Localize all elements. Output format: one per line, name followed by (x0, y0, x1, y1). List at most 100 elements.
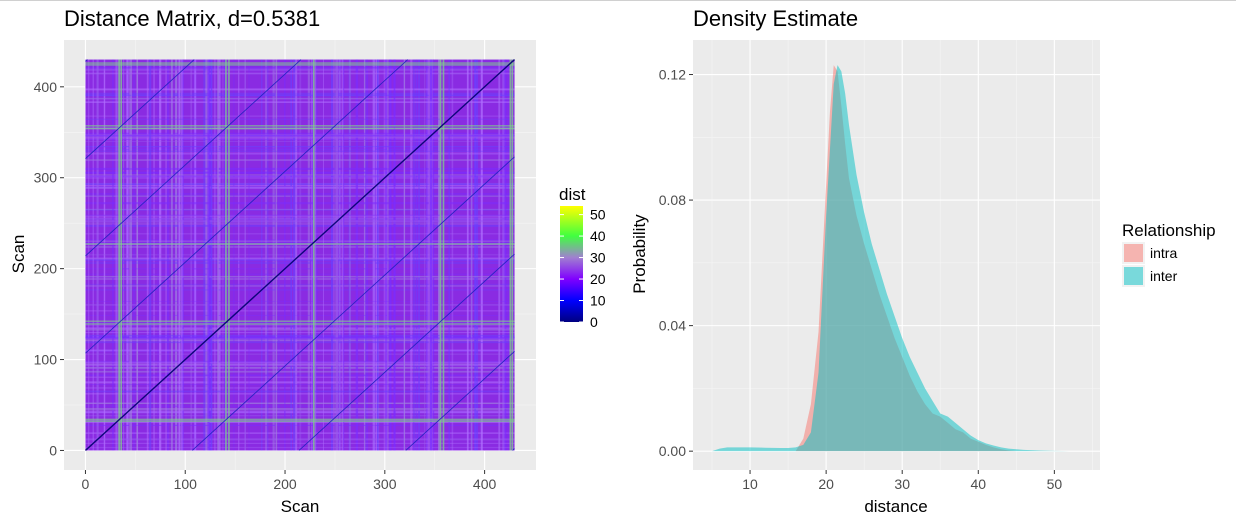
heatmap-row-stripe (85, 152, 515, 155)
heatmap-row-stripe (85, 140, 515, 142)
heatmap-row-stripe (85, 328, 515, 331)
heatmap-column-stripe (248, 59, 250, 451)
heatmap-diagonal (298, 253, 515, 451)
heatmap-column-stripe (432, 59, 435, 451)
heatmap-row-stripe (85, 183, 515, 185)
heatmap-column-stripe (238, 59, 240, 451)
heatmap-column-stripe (290, 59, 292, 451)
heatmap-high-row (85, 420, 515, 423)
heatmap-row-stripe (85, 98, 515, 100)
heatmap-row-stripe (85, 214, 515, 216)
heatmap-row-stripe (85, 88, 515, 91)
heatmap-row-stripe (85, 182, 515, 184)
heatmap-row-stripe (85, 364, 515, 366)
y-tick-label: 0 (49, 442, 57, 458)
heatmap-row-stripe (85, 384, 515, 386)
heatmap-row-stripe (85, 390, 515, 393)
heatmap-column-stripe (175, 59, 178, 451)
y-tick-label: 400 (34, 79, 58, 95)
heatmap-column-stripe (424, 59, 426, 451)
heatmap-column-stripe (474, 59, 476, 451)
heatmap-column-stripe (222, 59, 224, 451)
heatmap-row-stripe (85, 202, 515, 205)
heatmap-row-stripe (85, 223, 515, 225)
heatmap-column-stripe (342, 59, 345, 451)
heatmap-column-stripe (498, 59, 501, 451)
heatmap-column-stripe (438, 59, 440, 451)
heatmap-column-stripe (178, 59, 180, 451)
colorbar-ticks: 0 10 20 30 40 50 (560, 207, 606, 330)
heatmap-row-stripe (85, 66, 515, 69)
heatmap-column-stripe (112, 59, 114, 451)
heatmap-column-stripe (348, 59, 351, 451)
heatmap-row-stripe (85, 262, 515, 264)
legend-key-inter (1124, 267, 1143, 285)
heatmap-row-stripe (85, 208, 515, 211)
heatmap-row-stripe (85, 72, 515, 75)
heatmap-column-stripe (180, 59, 183, 451)
heatmap-tiles (84, 59, 516, 451)
y-tick-label: 0.12 (659, 67, 686, 83)
heatmap-row-stripe (85, 69, 515, 71)
heatmap-row-stripe (85, 408, 515, 411)
heatmap-column-stripe (498, 59, 500, 451)
heatmap-column-stripe (218, 59, 221, 451)
heatmap-row-stripe (85, 101, 515, 103)
heatmap-diagonal (191, 156, 515, 451)
heatmap-column-stripe (193, 59, 195, 451)
colorbar-title: dist (559, 185, 586, 204)
heatmap-column-stripe (342, 59, 344, 451)
heatmap-column-stripe (130, 59, 133, 451)
heatmap-row-stripe (85, 97, 515, 99)
heatmap-column-stripe (507, 59, 509, 451)
heatmap-column-stripe (295, 59, 297, 451)
heatmap-row-stripe (85, 241, 515, 243)
heatmap-row-stripe (85, 405, 515, 407)
heatmap-row-stripe (85, 361, 515, 363)
heatmap-row-stripe (85, 175, 515, 178)
heatmap-column-stripe (410, 59, 413, 451)
x-tick-label: 200 (273, 476, 297, 492)
colorbar-tick-label: 40 (590, 228, 606, 244)
x-tick-label: 30 (894, 476, 910, 492)
heatmap-column-stripe (383, 59, 386, 451)
heatmap-high-column (225, 59, 227, 451)
heatmap-high-column (511, 59, 514, 451)
heatmap-row-stripe (85, 283, 515, 286)
heatmap-row-stripe (85, 275, 515, 277)
heatmap-row-stripe (85, 408, 515, 410)
heatmap-row-stripe (85, 310, 515, 312)
heatmap-column-stripe (149, 59, 152, 451)
heatmap-column-stripe (389, 59, 392, 451)
heatmap-row-stripe (85, 366, 515, 369)
heatmap-row-stripe (85, 195, 515, 197)
heatmap-column-stripe (203, 59, 205, 451)
heatmap-column-stripe (307, 59, 310, 451)
heatmap-column-stripe (96, 59, 99, 451)
density-area-inter (712, 65, 1070, 452)
heatmap-row-stripe (85, 174, 515, 176)
heatmap-column-stripe (466, 59, 469, 451)
heatmap-column-stripe (338, 59, 341, 451)
y-tick-label: 200 (34, 261, 58, 277)
heatmap-column-stripe (404, 59, 406, 451)
heatmap-row-stripe (85, 73, 515, 75)
heatmap-row-stripe (85, 387, 515, 389)
heatmap-column-stripe (194, 59, 197, 451)
heatmap-column-stripe (244, 59, 246, 451)
heatmap-high-column (312, 59, 315, 451)
heatmap-column-stripe (426, 59, 428, 451)
heatmap-row-stripe (85, 276, 515, 278)
heatmap-row-stripe (85, 376, 515, 378)
heatmap-column-stripe (504, 59, 507, 451)
heatmap-column-stripe (330, 59, 333, 451)
heatmap-column-stripe (293, 59, 296, 451)
heatmap-column-stripe (377, 59, 379, 451)
y-tick-label: 0.04 (659, 318, 686, 334)
heatmap-row-stripe (85, 334, 515, 337)
heatmap-row-stripe (85, 218, 515, 220)
heatmap-row-stripe (85, 219, 515, 221)
x-tick-label: 100 (174, 476, 198, 492)
heatmap-row-stripe (85, 284, 515, 287)
heatmap-column-stripe (415, 59, 418, 451)
